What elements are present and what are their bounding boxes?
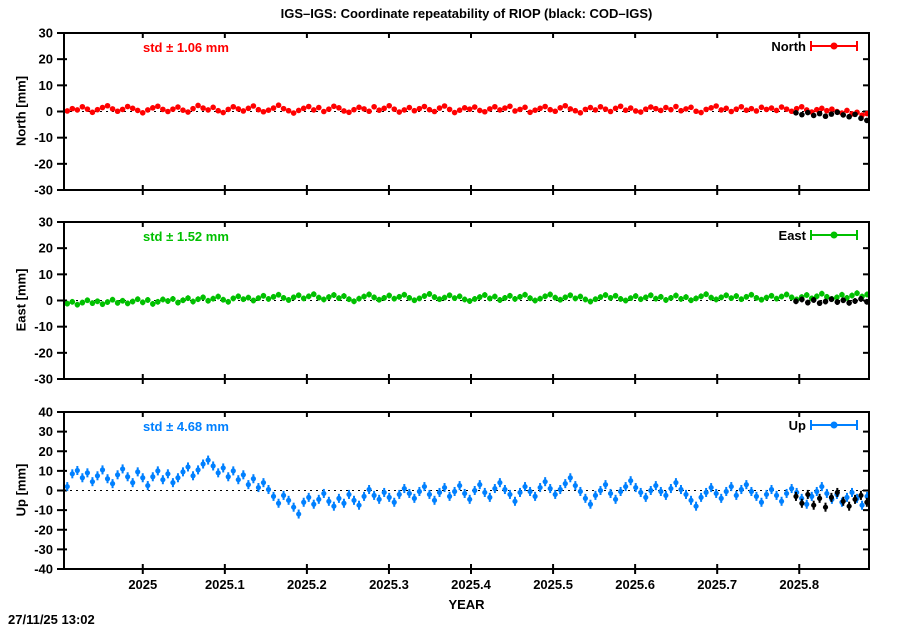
y-axis-label-up: Up [mm]: [13, 463, 29, 517]
svg-text:2025.2: 2025.2: [287, 577, 327, 592]
std-annotation-east: std ± 1.52 mm: [143, 229, 229, 244]
svg-text:-10: -10: [34, 319, 53, 334]
svg-text:30: 30: [39, 424, 53, 439]
svg-text:2025.1: 2025.1: [205, 577, 245, 592]
svg-text:-30: -30: [34, 542, 53, 557]
legend-label-up: Up: [788, 418, 806, 433]
svg-text:2025.6: 2025.6: [615, 577, 655, 592]
svg-text:30: 30: [39, 215, 53, 230]
svg-text:10: 10: [39, 463, 53, 478]
y-axis-label-north: North [mm]: [13, 75, 29, 147]
y-axis-label-east: East [mm]: [13, 268, 29, 332]
svg-text:-10: -10: [34, 503, 53, 518]
x-axis-label: YEAR: [448, 597, 485, 612]
svg-text:-20: -20: [34, 156, 53, 171]
svg-text:0: 0: [46, 483, 53, 498]
svg-text:10: 10: [39, 267, 53, 282]
svg-text:20: 20: [39, 52, 53, 67]
svg-text:0: 0: [46, 104, 53, 119]
std-annotation-up: std ± 4.68 mm: [143, 419, 229, 434]
std-annotation-north: std ± 1.06 mm: [143, 40, 229, 55]
svg-text:2025.3: 2025.3: [369, 577, 409, 592]
svg-text:10: 10: [39, 78, 53, 93]
svg-text:-20: -20: [34, 345, 53, 360]
svg-text:-20: -20: [34, 522, 53, 537]
svg-text:2025.7: 2025.7: [697, 577, 737, 592]
svg-text:30: 30: [39, 26, 53, 41]
legend-label-east: East: [778, 228, 806, 243]
plot-timestamp: 27/11/25 13:02: [8, 612, 95, 627]
svg-text:20: 20: [39, 444, 53, 459]
chart-title: IGS–IGS: Coordinate repeatability of RIO…: [280, 6, 653, 21]
svg-text:2025.4: 2025.4: [451, 577, 492, 592]
legend-label-north: North: [771, 39, 806, 54]
svg-text:0: 0: [46, 293, 53, 308]
svg-text:2025: 2025: [128, 577, 157, 592]
svg-text:-10: -10: [34, 130, 53, 145]
svg-text:40: 40: [39, 405, 53, 420]
svg-text:-30: -30: [34, 372, 53, 387]
svg-text:2025.8: 2025.8: [779, 577, 819, 592]
svg-text:-30: -30: [34, 183, 53, 198]
svg-text:-40: -40: [34, 562, 53, 577]
svg-text:20: 20: [39, 241, 53, 256]
svg-text:2025.5: 2025.5: [533, 577, 573, 592]
